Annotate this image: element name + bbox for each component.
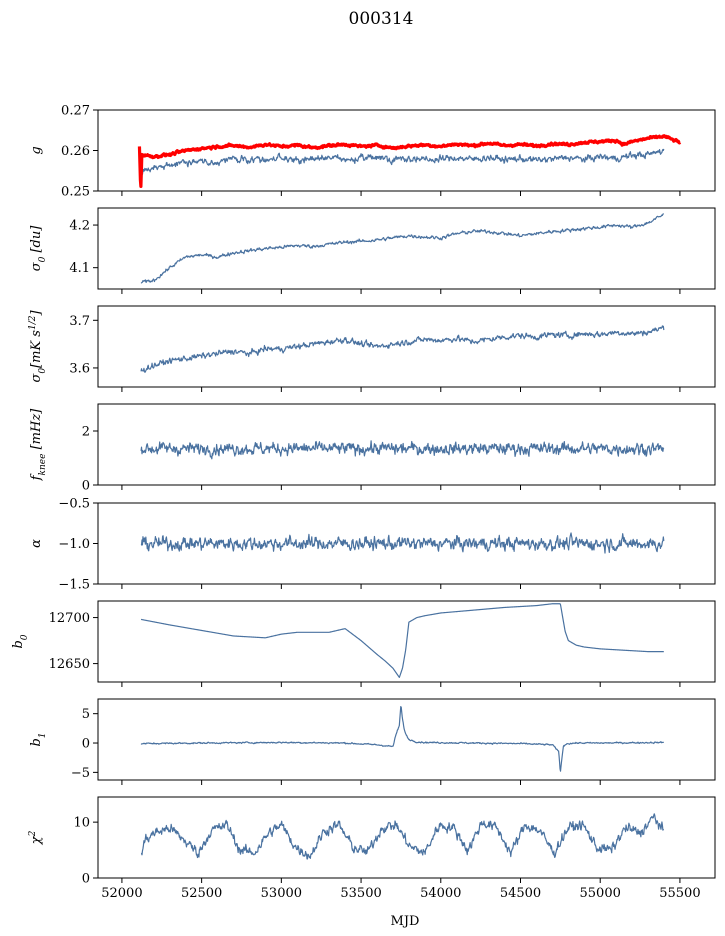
series-line-1: [140, 813, 665, 860]
series-line-1: [140, 213, 664, 284]
y-axis-label: α: [29, 539, 44, 548]
y-tick-label: −5: [71, 766, 90, 781]
y-tick-label: 0.26: [61, 144, 90, 159]
y-axis-label: σ0[mK s1/2]: [28, 310, 48, 383]
y-tick-label: 0: [82, 737, 90, 752]
series-line-2: [137, 134, 682, 189]
series-line-1: [140, 148, 665, 175]
y-axis-label: b1: [29, 732, 48, 746]
y-axis-label: g: [29, 146, 44, 154]
axes-frame: [97, 305, 716, 388]
x-tick-label: 52000: [101, 886, 142, 901]
y-tick-label: 3.6: [69, 361, 90, 376]
y-tick-label: 0: [82, 872, 90, 887]
panel-3: 3.6 3.7 σ0[mK s1/2]: [28, 305, 716, 392]
x-tick-label: 53500: [340, 886, 381, 901]
series-line-1: [140, 325, 665, 373]
x-tick-label: 55000: [580, 886, 621, 901]
series-line-1: [140, 440, 665, 460]
y-tick-label: 3.7: [69, 314, 90, 329]
y-tick-label: 0.25: [61, 185, 90, 200]
y-tick-label: 4.1: [69, 261, 90, 276]
axes-frame: [97, 698, 716, 781]
panel-2: 4.1 4.2 σ0 [du]: [29, 207, 716, 294]
x-axis-label: MJD: [391, 914, 420, 929]
axes-frame: [97, 796, 716, 879]
y-axis-label: σ0 [du]: [29, 225, 48, 272]
y-tick-label: 12650: [49, 657, 90, 672]
y-tick-label: 0: [82, 479, 90, 494]
y-tick-label: −1.5: [58, 578, 90, 593]
axes-frame: [97, 600, 716, 683]
y-tick-label: 2: [82, 425, 90, 440]
y-tick-label: 10: [73, 816, 90, 831]
panels: 0.25 0.26 0.27 g 4.1 4.2 σ0 [du] 3.6 3.7 σ0[mK s1…: [11, 104, 716, 901]
figure-title: 000314: [349, 9, 414, 29]
y-axis-label: fknee [mHz]: [29, 408, 48, 481]
panel-7: −5 0 5 b1: [29, 698, 716, 785]
y-tick-label: 5: [82, 707, 90, 722]
y-tick-label: −1.0: [58, 537, 90, 552]
y-axis-label: χ2: [28, 830, 44, 845]
axes-frame: [97, 207, 716, 290]
panel-5: −1.5 −1.0 −0.5 α: [29, 497, 716, 593]
x-tick-label: 54000: [420, 886, 461, 901]
series-line-1: [140, 532, 665, 554]
y-axis-label: b0: [11, 634, 30, 648]
series-line-1: [140, 706, 664, 772]
y-tick-label: 12700: [49, 611, 90, 626]
x-tick-label: 52500: [181, 886, 222, 901]
x-tick-label: 53000: [261, 886, 302, 901]
y-tick-label: 0.27: [61, 104, 90, 119]
y-tick-label: 4.2: [69, 219, 90, 234]
x-tick-label: 54500: [500, 886, 541, 901]
y-tick-label: −0.5: [58, 497, 90, 512]
axes-frame: [97, 403, 716, 486]
x-tick-label: 55500: [659, 886, 700, 901]
panel-8: 0 10 52000 52500 53000 53500 54000 54500 55000 55…: [28, 796, 716, 901]
panel-4: 0 2 fknee [mHz]: [29, 403, 716, 494]
panel-6: 12650 12700 b0: [11, 600, 716, 687]
series-line-1: [140, 603, 664, 679]
panel-1: 0.25 0.26 0.27 g: [29, 104, 716, 200]
